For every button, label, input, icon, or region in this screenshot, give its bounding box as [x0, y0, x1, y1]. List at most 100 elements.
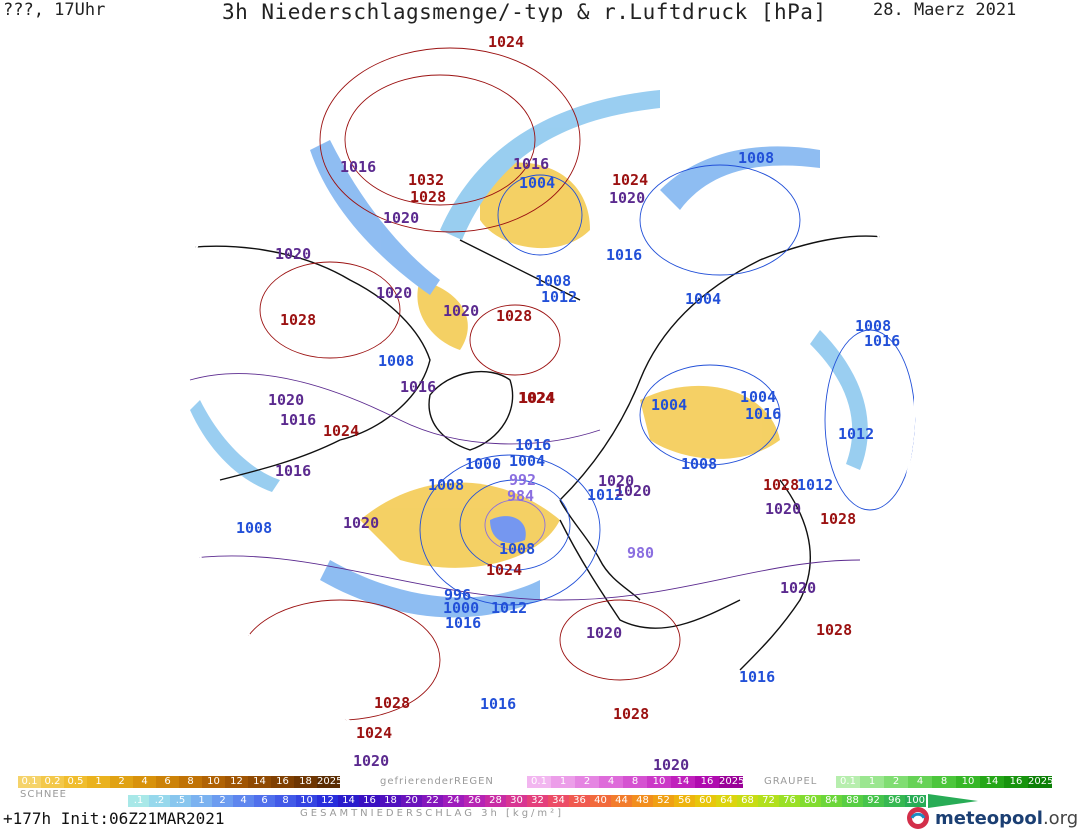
rain-band-pacific-west	[190, 400, 280, 492]
legend-swatch: 14	[338, 795, 359, 807]
meteopool-logo[interactable]: meteopool.org	[905, 805, 1078, 831]
isobar-label: 1020	[586, 624, 622, 642]
isobar-label: 1024	[323, 422, 359, 440]
isobar-label: 1016	[280, 411, 316, 429]
legend-swatch: 10	[956, 776, 980, 788]
isobar-label: 1008	[236, 519, 272, 537]
isobar-label: 1020	[383, 209, 419, 227]
isobar-label: 984	[507, 487, 534, 505]
legend-swatch: 2025+	[719, 776, 753, 788]
isobar-label: 1008	[535, 272, 571, 290]
legend-swatch: 48	[632, 795, 653, 807]
forecast-date: 28. Maerz 2021	[873, 0, 1017, 20]
isobar-label: 1004	[740, 388, 776, 406]
legend-swatch: 14	[980, 776, 1004, 788]
isobar-low-iceland-1	[484, 499, 546, 551]
legend-swatch: 20	[401, 795, 422, 807]
logo-icon	[907, 807, 929, 829]
isobar-low-iceland-2	[459, 479, 571, 571]
legend-swatch: 84	[821, 795, 842, 807]
legend-swatch: 6	[156, 776, 179, 788]
isobar-label: 1020	[598, 472, 634, 490]
legend-swatch: 100	[905, 795, 926, 807]
isobar-label: 1008	[681, 455, 717, 473]
coast-alaska	[459, 239, 581, 301]
legend-swatch: 0.1	[18, 776, 41, 788]
total-precip-title: GESAMTNIEDERSCHLAG 3h [kg/m²]	[300, 808, 565, 819]
isobar-low-siberia	[639, 364, 781, 466]
logo-name: meteopool	[935, 807, 1043, 829]
isobar-label: 1024	[356, 724, 392, 742]
map-title: 3h Niederschlagsmenge/-typ & r.Luftdruck…	[222, 0, 827, 24]
isobar-label: 1020	[609, 189, 645, 207]
legend-swatch: 60	[695, 795, 716, 807]
legend-swatch: 24	[443, 795, 464, 807]
legend-swatch: 1	[860, 776, 884, 788]
isobar-label: 1024	[612, 171, 648, 189]
legend-swatch: 56	[674, 795, 695, 807]
legend-swatch: 30	[506, 795, 527, 807]
legend-swatch: 10	[202, 776, 225, 788]
isobar-label: 1012	[541, 288, 577, 306]
isobar-label: 1016	[515, 436, 551, 454]
isobar-label: 1004	[685, 290, 721, 308]
legend-swatch: .1	[128, 795, 149, 807]
isobar-label: 1008	[855, 317, 891, 335]
isobar-mid-2	[189, 373, 601, 445]
legend-swatch: 88	[842, 795, 863, 807]
coastlines	[169, 235, 901, 671]
legend-swatch: 32	[527, 795, 548, 807]
isobar-label: 1012	[491, 599, 527, 617]
isobar-label: 1016	[864, 332, 900, 350]
isobar-label: 1028	[763, 476, 799, 494]
legend-swatch: 1	[87, 776, 110, 788]
graupel-legend: 0.1 1 2 4 8 10 14 16 2025+	[836, 776, 1062, 788]
legend-swatch: 16	[695, 776, 719, 788]
legend-swatch: 36	[569, 795, 590, 807]
isobar-label: 1020	[268, 391, 304, 409]
legend-swatch: 64	[716, 795, 737, 807]
isobar-label: 1028	[816, 621, 852, 639]
isobars	[179, 47, 916, 721]
isobar-label: 1004	[651, 396, 687, 414]
coast-asia-east	[739, 479, 812, 671]
isobar-label: 992	[509, 471, 536, 489]
freezing-rain-legend: 0.1 1 2 4 8 10 14 16 2025+	[527, 776, 753, 788]
isobar-low-alaska	[497, 174, 583, 256]
legend-swatch: 34	[548, 795, 569, 807]
isobar-label: 1028	[410, 188, 446, 206]
snow-legend: 0.1 0.2 0.5 1 2 4 6 8 10 12 14 16 18 2025+	[18, 776, 351, 788]
isobar-label: 1004	[519, 174, 555, 192]
map-disc	[164, 22, 916, 774]
isobar-label: 980	[627, 544, 654, 562]
legend-swatch: 16	[1004, 776, 1028, 788]
coast-scandinavia	[559, 499, 641, 601]
legend-swatch: 16	[359, 795, 380, 807]
isobar-label: 1016	[480, 695, 516, 713]
graupel-legend-title: GRAUPEL	[764, 776, 818, 787]
legend-swatch: 6	[254, 795, 275, 807]
isobar-label: 1016	[513, 155, 549, 173]
logo-text: meteopool.org	[935, 808, 1078, 829]
isobar-label: 1000	[465, 455, 501, 473]
isobar-label: 1020	[275, 245, 311, 263]
legend-swatch: 76	[779, 795, 800, 807]
legend-swatch: 28	[485, 795, 506, 807]
legend-swatch: 0.2	[41, 776, 64, 788]
legend-swatch: 4	[599, 776, 623, 788]
isobar-label: 1012	[797, 476, 833, 494]
isobar-label: 1032	[408, 171, 444, 189]
isobar-high-north-pacific	[344, 74, 536, 206]
legend-swatch: 1	[551, 776, 575, 788]
isobar-label: 1020	[780, 579, 816, 597]
isobar-label: 1028	[613, 705, 649, 723]
coast-eurasia	[559, 235, 901, 501]
isobar-label: 1020	[343, 514, 379, 532]
isobar-low-iceland-3	[419, 454, 601, 606]
isobar-label: 1024	[488, 33, 524, 51]
legend-swatch: 4	[133, 776, 156, 788]
rain-band-atlantic	[320, 560, 540, 618]
snow-band-siberia	[640, 385, 780, 459]
isobar-label: 1016	[340, 158, 376, 176]
isobar-label: 1016	[739, 668, 775, 686]
